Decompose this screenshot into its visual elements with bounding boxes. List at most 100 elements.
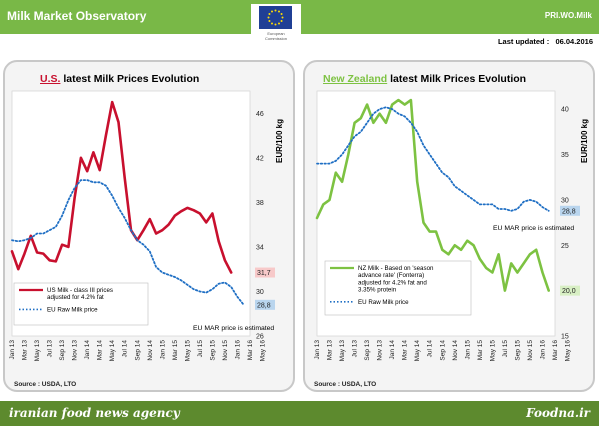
nz-x-tick-label: Jul 14	[427, 340, 434, 358]
nz-y-tick-label: 35	[561, 152, 569, 159]
nz-title-rest: latest Milk Prices Evolution	[390, 73, 527, 85]
nz-last-value-badge-bg	[560, 285, 580, 296]
us-y-tick-label: 42	[256, 155, 264, 162]
nz-x-tick-label: Nov 13	[377, 340, 384, 361]
us-y-axis-label: EUR/100 kg	[275, 119, 284, 163]
us-title-rest: latest Milk Prices Evolution	[63, 73, 200, 85]
us-x-tick-label: Sep 13	[59, 340, 66, 361]
nz-x-tick-label: Sep 15	[514, 340, 521, 361]
us-x-tick-label: Jul 14	[122, 340, 129, 358]
nz-x-tick-label: May 14	[414, 340, 421, 362]
us-y-tick-label: 30	[256, 289, 264, 296]
nz-x-tick-label: Mar 14	[402, 340, 409, 361]
nz-estimate-note: EU MAR price is estimated	[493, 225, 574, 232]
us-legend-label-line: EU Raw Milk price	[47, 306, 98, 313]
nz-y-axis-label: EUR/100 kg	[580, 119, 589, 163]
nz-x-tick-label: Jul 15	[502, 340, 509, 358]
us-y-tick-label: 46	[256, 111, 264, 118]
eu-star-icon	[274, 23, 277, 26]
nz-x-tick-label: Mar 15	[477, 340, 484, 361]
page-title: Milk Market Observatory	[7, 9, 147, 23]
eu-flag-icon	[259, 6, 292, 29]
us-x-tick-label: May 15	[184, 340, 191, 362]
nz-y-tick-label: 40	[561, 107, 569, 114]
nz-eu-last-value-badge: 28,8	[562, 208, 576, 215]
nz-last-value-badge: 20,0	[562, 288, 576, 295]
eu-star-icon	[268, 20, 271, 22]
us-chart-title: U.S. latest Milk Prices Evolution	[40, 73, 199, 85]
eu-star-icon	[271, 10, 273, 13]
nz-chart-source: Source : USDA, LTO	[314, 381, 377, 388]
eu-star-icon	[274, 9, 277, 12]
us-y-tick-label: 38	[256, 200, 264, 207]
nz-y-tick-label: 15	[561, 334, 569, 341]
us-x-tick-label: Nov 14	[147, 340, 154, 361]
nz-legend-box	[324, 260, 472, 316]
nz-chart-title: New Zealand latest Milk Prices Evolution	[323, 73, 526, 85]
us-x-tick-label: Mar 14	[97, 340, 104, 361]
eu-star-icon	[278, 22, 280, 25]
us-series-line-national	[10, 100, 233, 274]
nz-x-tick-label: Nov 15	[527, 340, 534, 361]
nz-x-tick-label: Mar 16	[552, 340, 559, 361]
last-updated: Last updated : 06.04.2016	[497, 37, 593, 46]
eu-star-icon	[271, 22, 273, 25]
nz-legend-label: NZ Milk - Based on 'season advance rate' …	[358, 265, 434, 294]
nz-x-tick-label: May 16	[565, 340, 572, 362]
us-x-tick-label: Jan 14	[84, 340, 91, 360]
us-series-line-eu	[11, 179, 245, 306]
us-legend-label-line: US Milk - class III prices	[47, 287, 113, 294]
nz-y-tick-label: 25	[561, 243, 569, 250]
nz-eu-last-value-badge-bg	[560, 205, 580, 216]
us-x-tick-label: Sep 14	[134, 340, 141, 361]
eu-star-icon	[268, 13, 271, 15]
nz-y-tick-label: 30	[561, 197, 569, 204]
nz-x-tick-label: Jan 15	[464, 340, 471, 360]
us-chart-panel: U.S. latest Milk Prices Evolution 26 30 34…	[3, 60, 295, 392]
nz-legend-label-line: EU Raw Milk price	[358, 299, 409, 306]
nz-x-tick-label: Jan 14	[389, 340, 396, 360]
eu-star-icon	[267, 16, 270, 19]
nz-series-line-national	[315, 98, 550, 292]
eu-star-icon	[280, 20, 283, 22]
nz-x-tick-label: May 15	[489, 340, 496, 362]
us-x-tick-label: Nov 15	[222, 340, 229, 361]
us-x-tick-label: May 16	[260, 340, 267, 362]
us-x-tick-label: Mar 13	[22, 340, 29, 361]
footer-agency: iranian food news agency	[9, 406, 180, 420]
nz-legend-label-line: adjusted for 4.2% fat and	[358, 279, 427, 286]
nz-x-tick-label: Jul 13	[352, 340, 359, 358]
nz-legend-label: EU Raw Milk price	[358, 299, 409, 306]
us-legend-label: EU Raw Milk price	[47, 306, 98, 313]
eu-star-icon	[278, 10, 280, 13]
us-x-tick-label: Jan 16	[234, 340, 241, 360]
nz-x-tick-label: Sep 14	[439, 340, 446, 361]
us-last-value-badge-bg	[255, 267, 275, 278]
us-estimate-note: EU MAR price is estimated	[193, 325, 274, 332]
nz-x-tick-label: Mar 13	[327, 340, 334, 361]
us-y-tick-label: 26	[256, 334, 264, 341]
us-legend-label-line: adjusted for 4.2% fat	[47, 294, 104, 301]
us-x-tick-label: May 14	[109, 340, 116, 362]
european-commission-logo: European Commission	[251, 4, 301, 46]
us-x-tick-label: Mar 16	[247, 340, 254, 361]
nz-series-line-eu	[316, 106, 550, 212]
us-legend-label: US Milk - class III prices adjusted for 4…	[47, 287, 113, 301]
nz-x-tick-label: Jan 13	[314, 340, 321, 360]
footer-site-link[interactable]: Foodna.ir	[526, 406, 590, 420]
us-price-chart: 26 30 34 38 42 46 EUR/100 kg Jan 13 Mar 13 May 13…	[9, 90, 284, 362]
eu-star-icon	[281, 16, 284, 19]
us-country-label: U.S.	[40, 73, 61, 85]
eu-stars-icon	[267, 9, 284, 26]
us-x-tick-label: Mar 15	[172, 340, 179, 361]
nz-x-tick-label: May 13	[339, 340, 346, 362]
page-code: PRI.WO.Milk	[544, 11, 592, 20]
us-x-tick-label: Sep 15	[209, 340, 216, 361]
eu-star-icon	[280, 13, 283, 15]
nz-legend-label-line: advance rate' (Fonterra)	[358, 272, 424, 279]
us-chart-source: Source : USDA, LTO	[14, 381, 77, 388]
us-x-tick-label: May 13	[34, 340, 41, 362]
us-x-tick-label: Jan 13	[9, 340, 16, 360]
nz-legend-label-line: NZ Milk - Based on 'season	[358, 265, 434, 272]
